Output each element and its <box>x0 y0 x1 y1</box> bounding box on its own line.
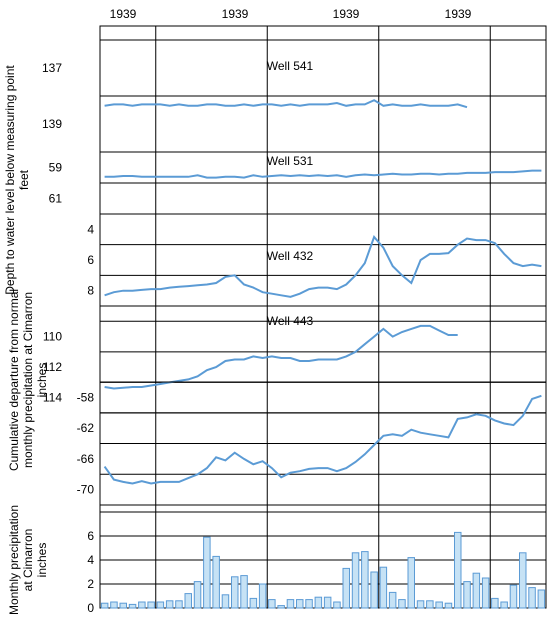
precip-bar <box>315 597 322 608</box>
svg-text:137: 137 <box>42 61 62 75</box>
precip-bar <box>371 572 378 608</box>
svg-text:4: 4 <box>87 553 94 567</box>
precip-bar <box>250 598 257 608</box>
precip-bar <box>278 606 285 608</box>
series-well443 <box>105 326 458 389</box>
precip-bar <box>436 602 443 608</box>
svg-text:61: 61 <box>49 192 63 206</box>
series-cum_dep <box>105 396 542 484</box>
series-well541 <box>105 100 467 107</box>
precip-bar <box>148 602 155 608</box>
svg-text:2: 2 <box>87 577 94 591</box>
precip-bar <box>269 600 276 608</box>
svg-text:139: 139 <box>42 117 62 131</box>
svg-text:1939: 1939 <box>333 7 360 21</box>
precip-bar <box>324 597 331 608</box>
precip-bar <box>120 603 127 608</box>
precip-bar <box>399 600 406 608</box>
precip-bar <box>510 585 517 608</box>
precip-bar <box>111 602 118 608</box>
svg-text:6: 6 <box>87 253 94 267</box>
precip-bar <box>380 567 387 608</box>
svg-text:110: 110 <box>43 330 62 344</box>
svg-text:Depth to water level below mea: Depth to water level below measuring poi… <box>3 65 31 295</box>
precip-bar <box>185 594 192 608</box>
svg-text:0: 0 <box>87 601 94 615</box>
precip-bar <box>362 552 369 608</box>
svg-text:Cumulative departure from norm: Cumulative departure from normalmonthly … <box>7 289 49 471</box>
precip-bar <box>492 598 499 608</box>
precip-bar <box>538 590 545 608</box>
svg-text:-66: -66 <box>77 452 95 466</box>
hydrograph-chart: 1939 1939 1939 1939 Depth to water level bel… <box>0 0 553 628</box>
precip-bar <box>417 601 424 608</box>
svg-text:8: 8 <box>87 284 94 298</box>
precip-bar <box>445 603 452 608</box>
svg-text:1939: 1939 <box>110 7 137 21</box>
svg-text:Well 531: Well 531 <box>267 154 314 168</box>
precip-bar <box>343 568 350 608</box>
precip-bar <box>473 573 480 608</box>
precip-bar <box>194 582 201 608</box>
svg-text:1939: 1939 <box>222 7 249 21</box>
precip-bar <box>389 592 396 608</box>
precip-bar <box>464 582 471 608</box>
svg-text:Well 541: Well 541 <box>267 59 314 73</box>
precip-bar <box>157 602 164 608</box>
svg-text:4: 4 <box>87 222 94 236</box>
precip-bar <box>520 553 527 608</box>
svg-text:114: 114 <box>43 391 62 405</box>
svg-text:1939: 1939 <box>445 7 472 21</box>
precip-bar <box>232 577 239 608</box>
svg-text:Well 443: Well 443 <box>267 314 314 328</box>
precip-bar <box>501 602 508 608</box>
svg-text:Monthly precipitationat Cimarr: Monthly precipitationat Cimarroninches <box>7 505 49 615</box>
precip-bar <box>241 576 248 608</box>
series-well531 <box>105 171 542 178</box>
precip-bar <box>287 600 294 608</box>
precip-bar <box>334 602 341 608</box>
precip-bar <box>101 603 108 608</box>
precip-bar <box>455 532 462 608</box>
precip-bar <box>204 537 211 608</box>
svg-text:-62: -62 <box>77 421 95 435</box>
precip-bar <box>408 558 415 608</box>
precip-bar <box>166 601 173 608</box>
precip-bar <box>129 604 136 608</box>
precip-bar <box>306 600 313 608</box>
precip-bar <box>259 584 266 608</box>
precip-bar <box>529 588 536 608</box>
precip-bar <box>213 556 220 608</box>
svg-text:-58: -58 <box>77 390 95 404</box>
precip-bar <box>352 553 359 608</box>
series-well432 <box>105 237 542 297</box>
svg-text:112: 112 <box>43 360 62 374</box>
precip-bar <box>427 601 434 608</box>
svg-text:-70: -70 <box>77 483 95 497</box>
precip-bar <box>222 595 229 608</box>
svg-text:59: 59 <box>49 161 63 175</box>
precip-bar <box>482 578 489 608</box>
precip-bar <box>176 601 183 608</box>
svg-text:Well 432: Well 432 <box>267 249 314 263</box>
precip-bar <box>139 602 146 608</box>
svg-text:6: 6 <box>87 529 94 543</box>
precip-bar <box>297 600 304 608</box>
